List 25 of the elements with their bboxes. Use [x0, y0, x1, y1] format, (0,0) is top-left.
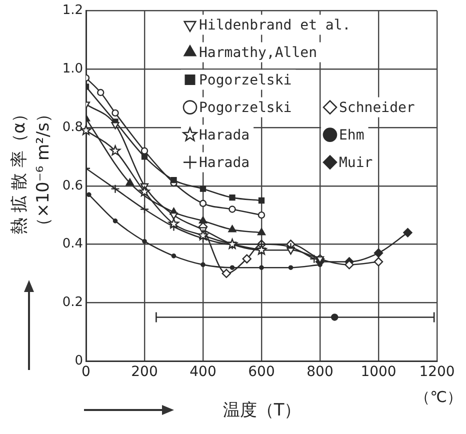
y-tick-label: 0.8	[62, 120, 83, 135]
y-axis-title: 熱 拡 散 率（α）（×10⁻⁶ m²/s）	[9, 105, 54, 235]
y-tick-label: 0.2	[62, 295, 83, 310]
legend-label: Ehm	[339, 127, 364, 144]
y-tick-label: 0.4	[62, 236, 83, 252]
y-tick-label: 1.2	[62, 3, 83, 18]
y-tick-label: 0.6	[62, 178, 83, 194]
x-tick-label: 200	[131, 364, 158, 380]
legend-label: Pogorzelski	[199, 72, 292, 88]
legend-label: Harmathy,Allen	[199, 44, 318, 61]
legend-label: Pogorzelski	[199, 100, 292, 116]
x-tick-label: 1000	[360, 364, 396, 380]
legend-label: Harada	[199, 154, 250, 171]
legend-label: Harada	[199, 127, 250, 144]
legend-label: Muir	[339, 154, 373, 171]
y-tick-label: 1.0	[62, 62, 83, 77]
legend-label: Hildenbrand et al.	[199, 17, 351, 34]
x-tick-label: 800	[306, 364, 334, 380]
legend-label: Schneider	[339, 100, 415, 116]
text: （℃）	[415, 388, 462, 406]
y-tick-label: 0	[74, 353, 83, 368]
x-tick-label: 600	[248, 364, 275, 380]
x-axis-title: 温度（T）	[222, 400, 302, 420]
x-tick-label: 400	[190, 364, 216, 380]
x-tick-label: 1200	[419, 364, 455, 380]
